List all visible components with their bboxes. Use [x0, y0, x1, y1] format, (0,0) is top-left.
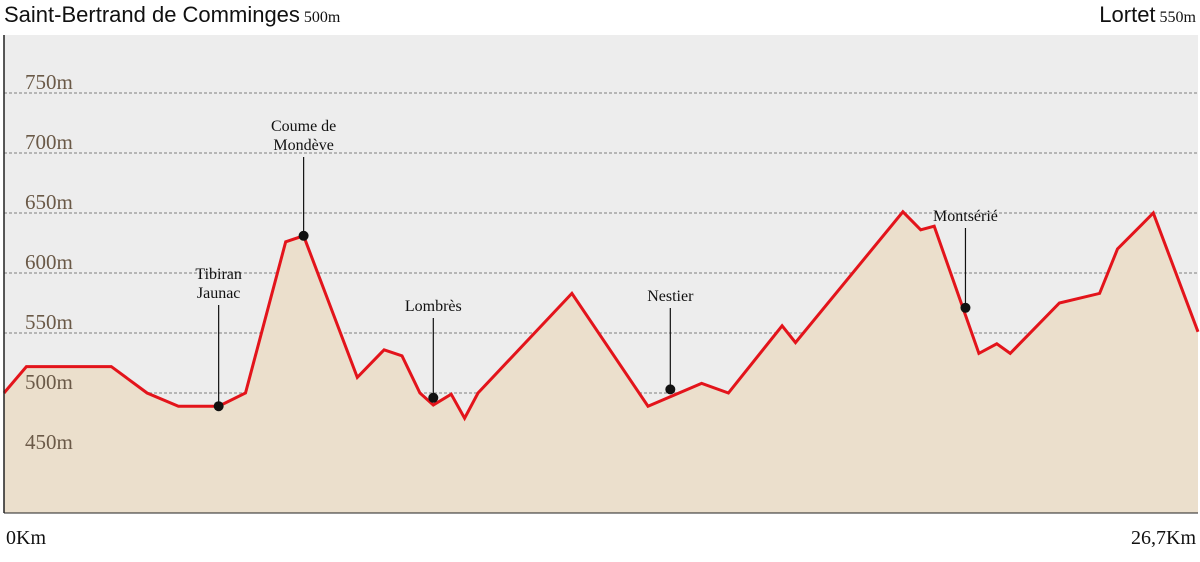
waypoint-dot — [213, 401, 224, 412]
waypoint-monts-ri-: Montsérié — [933, 208, 998, 313]
y-tick-label: 700m — [25, 130, 73, 154]
y-tick-label: 500m — [25, 370, 73, 394]
waypoint-coume-de-mond-ve: Coume de Mondève — [271, 118, 336, 241]
waypoint-label: Mondève — [273, 137, 333, 154]
x-start-label: 0Km — [6, 527, 46, 549]
waypoint-lombr-s: Lombrès — [405, 298, 462, 403]
start-location-name: Saint-Bertrand de Comminges — [4, 2, 300, 27]
end-location-name: Lortet — [1099, 2, 1156, 27]
y-tick-label: 550m — [25, 310, 73, 334]
waypoint-label: Coume de — [271, 118, 336, 135]
waypoint-tibiran-jaunac: Tibiran Jaunac — [195, 266, 242, 412]
waypoint-label: Montsérié — [933, 208, 998, 225]
waypoint-dot — [298, 230, 309, 241]
y-tick-label: 750m — [25, 70, 73, 94]
y-tick-label: 450m — [25, 430, 73, 454]
y-tick-label: 650m — [25, 190, 73, 214]
waypoint-label: Nestier — [647, 288, 694, 305]
waypoint-label: Tibiran — [195, 266, 242, 283]
end-altitude: 550m — [1159, 9, 1196, 26]
y-axis-labels: 450m 500m 550m 600m 650m 700m 750m — [25, 70, 73, 454]
waypoint-dot — [960, 302, 971, 313]
end-location: Lortet 550m — [1099, 2, 1196, 28]
waypoint-dot — [665, 384, 676, 395]
start-location: Saint-Bertrand de Comminges 500m — [4, 2, 340, 28]
waypoint-label: Lombrès — [405, 298, 462, 315]
elevation-line — [2, 209, 1200, 422]
elevation-area — [4, 211, 1198, 514]
waypoint-dot — [428, 392, 439, 403]
waypoint-nestier: Nestier — [647, 288, 694, 395]
y-tick-label: 600m — [25, 250, 73, 274]
x-end-label: 26,7Km — [1131, 527, 1196, 549]
waypoint-markers: Tibiran Jaunac Coume de Mondève Lombrès Nesti… — [195, 118, 998, 412]
waypoint-label: Jaunac — [197, 285, 241, 302]
start-altitude: 500m — [303, 9, 341, 26]
